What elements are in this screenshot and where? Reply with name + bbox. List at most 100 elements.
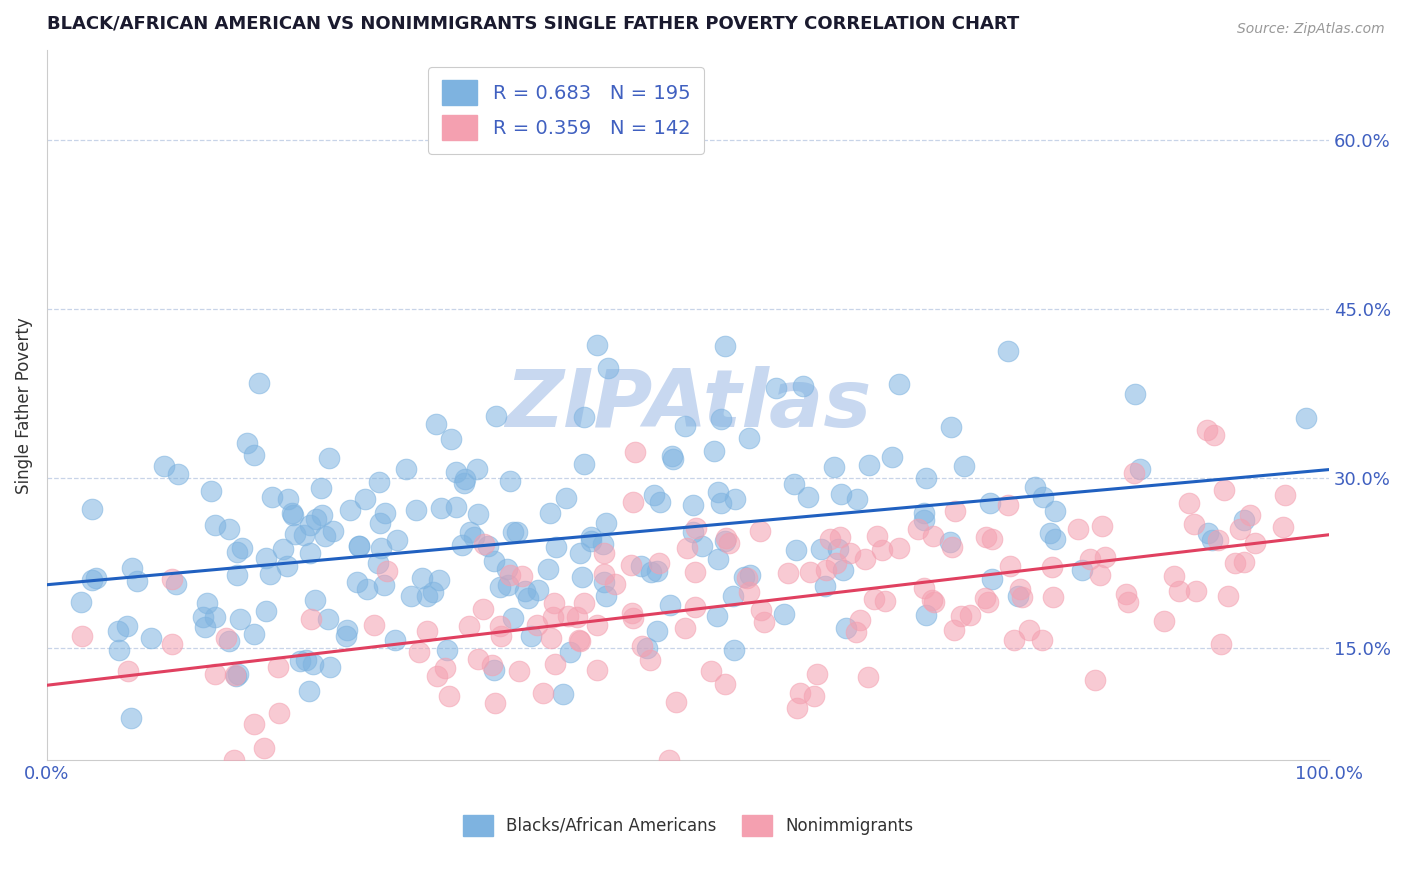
Point [714, 338, 737, 352]
Point [1197, 423, 1219, 437]
Point [153, 459, 176, 474]
Point [229, 612, 252, 626]
Point [1206, 533, 1229, 547]
Point [368, 516, 391, 530]
Point [959, 607, 981, 622]
Point [411, 571, 433, 585]
Point [907, 522, 929, 536]
Point [408, 645, 430, 659]
Point [624, 445, 647, 459]
Point [499, 568, 522, 582]
Point [824, 557, 846, 571]
Point [870, 543, 893, 558]
Point [889, 377, 911, 392]
Point [367, 556, 389, 570]
Point [593, 575, 616, 590]
Point [1088, 568, 1111, 582]
Point [481, 657, 503, 672]
Point [592, 567, 614, 582]
Point [301, 657, 323, 672]
Point [298, 517, 321, 532]
Point [427, 573, 450, 587]
Point [1071, 563, 1094, 577]
Point [485, 409, 508, 424]
Point [363, 618, 385, 632]
Point [195, 596, 218, 610]
Point [941, 540, 963, 554]
Point [714, 534, 737, 549]
Point [645, 624, 668, 639]
Point [723, 590, 745, 604]
Point [706, 552, 728, 566]
Point [502, 524, 524, 539]
Point [299, 612, 322, 626]
Point [553, 687, 575, 701]
Point [444, 466, 467, 480]
Point [640, 565, 662, 579]
Point [453, 476, 475, 491]
Point [1167, 584, 1189, 599]
Point [384, 632, 406, 647]
Point [598, 361, 620, 376]
Point [1229, 522, 1251, 536]
Point [160, 637, 183, 651]
Point [510, 569, 533, 583]
Point [751, 603, 773, 617]
Point [339, 503, 361, 517]
Point [710, 412, 733, 426]
Point [912, 507, 935, 521]
Point [544, 657, 567, 672]
Text: Source: ZipAtlas.com: Source: ZipAtlas.com [1237, 22, 1385, 37]
Point [586, 338, 609, 352]
Point [477, 540, 499, 554]
Point [823, 459, 845, 474]
Point [288, 654, 311, 668]
Point [648, 556, 671, 570]
Point [621, 611, 644, 625]
Point [305, 512, 328, 526]
Point [515, 583, 537, 598]
Point [1024, 480, 1046, 494]
Point [225, 544, 247, 558]
Point [405, 503, 427, 517]
Point [707, 484, 730, 499]
Point [236, 436, 259, 450]
Point [785, 542, 807, 557]
Point [86, 570, 108, 584]
Point [620, 558, 643, 573]
Point [1218, 589, 1240, 603]
Point [873, 594, 896, 608]
Point [648, 495, 671, 509]
Point [595, 516, 617, 531]
Point [242, 717, 264, 731]
Point [1091, 518, 1114, 533]
Point [595, 589, 617, 603]
Point [458, 619, 481, 633]
Point [108, 643, 131, 657]
Point [738, 567, 761, 582]
Point [752, 615, 775, 629]
Point [498, 578, 520, 592]
Point [572, 410, 595, 425]
Point [866, 529, 889, 543]
Legend: Blacks/African Americans, Nonimmigrants: Blacks/African Americans, Nonimmigrants [456, 808, 920, 843]
Point [1008, 582, 1031, 597]
Point [912, 581, 935, 595]
Point [1122, 467, 1144, 481]
Point [347, 539, 370, 553]
Point [399, 589, 422, 603]
Point [921, 592, 943, 607]
Point [980, 572, 1002, 586]
Point [281, 506, 304, 520]
Point [231, 541, 253, 555]
Point [1018, 623, 1040, 637]
Point [375, 564, 398, 578]
Point [827, 541, 849, 556]
Point [463, 530, 485, 544]
Point [765, 381, 787, 395]
Point [569, 634, 592, 648]
Point [395, 462, 418, 476]
Point [557, 609, 579, 624]
Point [226, 667, 249, 681]
Point [437, 690, 460, 704]
